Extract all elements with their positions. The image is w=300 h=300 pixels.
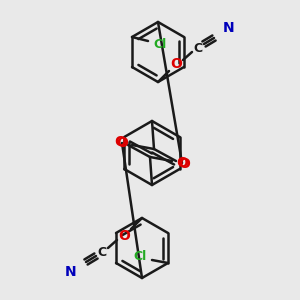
Text: O: O bbox=[176, 156, 188, 170]
Text: O: O bbox=[170, 57, 182, 71]
Text: N: N bbox=[65, 265, 77, 279]
Text: N: N bbox=[223, 21, 235, 35]
Text: C: C bbox=[98, 245, 106, 259]
Text: O: O bbox=[116, 136, 128, 150]
Text: Cl: Cl bbox=[153, 38, 167, 52]
Text: O: O bbox=[114, 135, 126, 149]
Text: O: O bbox=[118, 229, 130, 243]
Text: O: O bbox=[178, 157, 190, 171]
Text: Cl: Cl bbox=[134, 250, 147, 263]
Text: C: C bbox=[194, 41, 202, 55]
